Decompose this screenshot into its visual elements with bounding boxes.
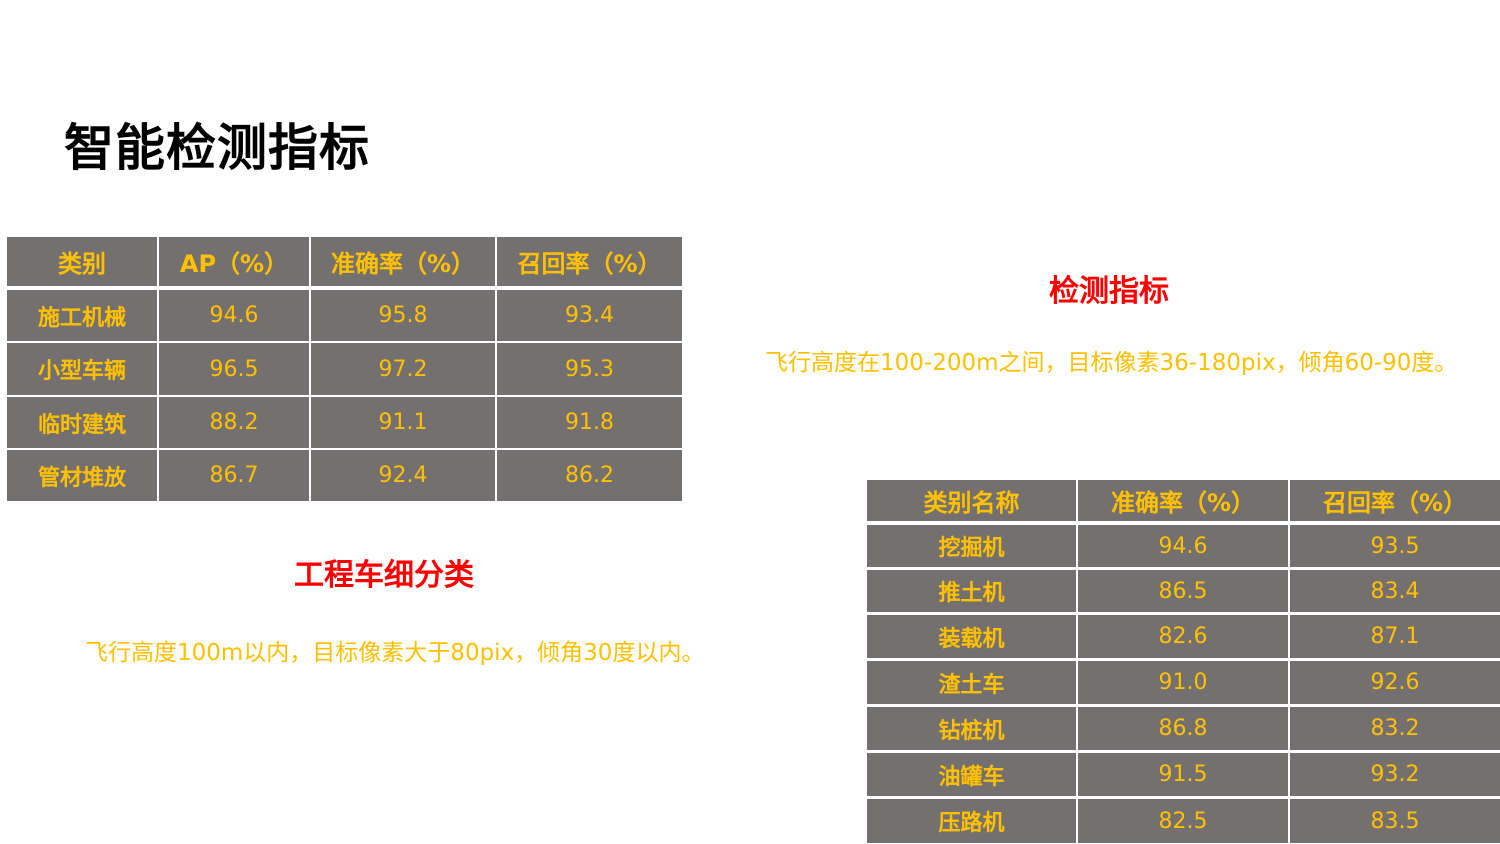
value-cell: 91.0 [1078, 661, 1288, 704]
value-cell: 95.3 [497, 343, 682, 395]
value-cell: 86.2 [497, 450, 682, 501]
page-title: 智能检测指标 [64, 119, 370, 177]
value-cell: 95.8 [311, 290, 495, 341]
value-cell: 82.5 [1078, 799, 1288, 843]
detection-metrics-note: 飞行高度在100-200m之间，目标像素36-180pix，倾角60-90度。 [765, 350, 1458, 376]
column-header: 准确率（%） [311, 237, 495, 286]
value-cell: 86.5 [1078, 570, 1288, 612]
detection-metrics-subtitle: 检测指标 [1049, 274, 1169, 309]
column-header: 召回率（%） [1290, 480, 1500, 521]
value-cell: 96.5 [159, 343, 309, 395]
value-cell: 93.4 [497, 290, 682, 341]
row-label-cell: 压路机 [867, 799, 1076, 843]
value-cell: 93.5 [1290, 525, 1500, 567]
row-label-cell: 挖掘机 [867, 525, 1076, 567]
value-cell: 82.6 [1078, 615, 1288, 658]
row-label-cell: 油罐车 [867, 753, 1076, 796]
value-cell: 83.2 [1290, 707, 1500, 750]
detection-metrics-table: 类别 AP（%） 准确率（%） 召回率（%） 施工机械 94.6 95.8 93.4 小型车辆 9… [7, 237, 682, 501]
row-label-cell: 钻桩机 [867, 707, 1076, 750]
value-cell: 86.7 [159, 450, 309, 501]
value-cell: 91.5 [1078, 753, 1288, 796]
row-label-cell: 管材堆放 [7, 450, 157, 501]
row-label-cell: 施工机械 [7, 290, 157, 341]
value-cell: 88.2 [159, 397, 309, 448]
value-cell: 87.1 [1290, 615, 1500, 658]
column-header: 类别名称 [867, 480, 1076, 521]
value-cell: 92.6 [1290, 661, 1500, 704]
vehicle-subclass-subtitle: 工程车细分类 [294, 558, 474, 593]
value-cell: 86.8 [1078, 707, 1288, 750]
row-label-cell: 渣土车 [867, 661, 1076, 704]
row-label-cell: 临时建筑 [7, 397, 157, 448]
row-label-cell: 推土机 [867, 570, 1076, 612]
value-cell: 92.4 [311, 450, 495, 501]
value-cell: 91.8 [497, 397, 682, 448]
value-cell: 94.6 [1078, 525, 1288, 567]
value-cell: 93.2 [1290, 753, 1500, 796]
value-cell: 83.4 [1290, 570, 1500, 612]
vehicle-subclass-table: 类别名称 准确率（%） 召回率（%） 挖掘机 94.6 93.5 推土机 86.5 83.4 装载… [867, 480, 1500, 843]
row-label-cell: 装载机 [867, 615, 1076, 658]
vehicle-subclass-note: 飞行高度100m以内，目标像素大于80pix，倾角30度以内。 [85, 640, 705, 666]
column-header: 类别 [7, 237, 157, 286]
column-header: 召回率（%） [497, 237, 682, 286]
value-cell: 91.1 [311, 397, 495, 448]
value-cell: 83.5 [1290, 799, 1500, 843]
column-header: 准确率（%） [1078, 480, 1288, 521]
value-cell: 94.6 [159, 290, 309, 341]
row-label-cell: 小型车辆 [7, 343, 157, 395]
column-header: AP（%） [159, 237, 309, 286]
value-cell: 97.2 [311, 343, 495, 395]
